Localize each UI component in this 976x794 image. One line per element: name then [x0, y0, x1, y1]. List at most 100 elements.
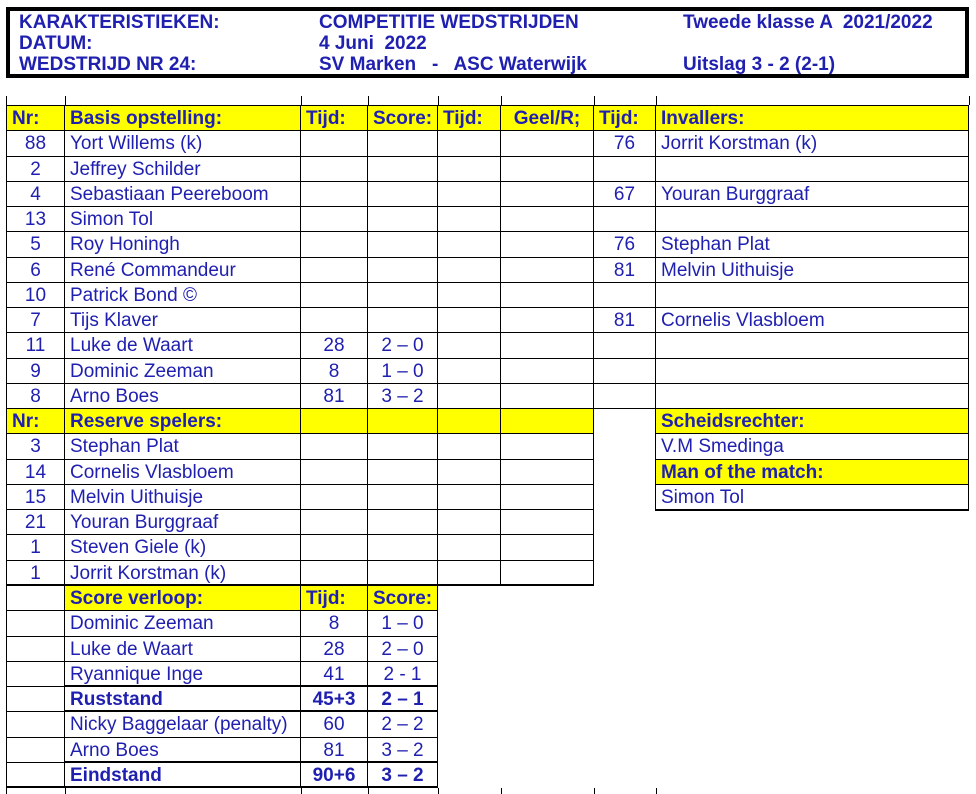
player-name: Roy Honingh — [65, 232, 301, 258]
grid-stub — [65, 788, 66, 794]
tijd2-cell — [438, 181, 501, 207]
player-number: 13 — [7, 207, 65, 233]
fulltime-time: 90+6 — [301, 762, 368, 788]
sub-name-cell — [656, 383, 969, 409]
empty-cell — [438, 560, 501, 586]
col-header-reserve-spelers: Reserve spelers: — [65, 409, 301, 435]
goal-score-cell: 2 – 2 — [368, 712, 438, 738]
empty-cell — [501, 409, 594, 435]
sub-name-cell — [656, 207, 969, 233]
scorer-name: Arno Boes — [65, 737, 301, 763]
grid-stub — [438, 788, 439, 794]
goal-time-cell: 60 — [301, 712, 368, 738]
goal-score-cell — [368, 232, 438, 258]
empty-cell — [368, 484, 438, 510]
grid-stub — [594, 788, 595, 794]
goal-time-cell: 41 — [301, 661, 368, 687]
sub-name-cell — [656, 282, 969, 308]
player-name: René Commandeur — [65, 257, 301, 283]
tijd2-cell — [438, 383, 501, 409]
fulltime-label: Eindstand — [65, 762, 301, 788]
goal-score-cell: 2 – 0 — [368, 636, 438, 662]
sub-time-cell: 81 — [594, 308, 656, 334]
goal-score-cell: 1 – 0 — [368, 358, 438, 384]
col-header-tijd3: Tijd: — [594, 106, 656, 132]
scorer-name: Nicky Baggelaar (penalty) — [65, 712, 301, 738]
header-league: Tweede klasse A 2021/2022 — [683, 12, 933, 33]
geel-cell — [501, 131, 594, 157]
empty-cell — [368, 510, 438, 536]
sub-time-cell — [594, 383, 656, 409]
goal-time-cell — [301, 181, 368, 207]
empty-cell — [7, 661, 65, 687]
empty-cell — [301, 409, 368, 435]
player-name: Arno Boes — [65, 383, 301, 409]
goal-score-cell: 1 – 0 — [368, 611, 438, 637]
player-number: 3 — [7, 434, 65, 460]
sub-time-cell — [594, 358, 656, 384]
geel-cell — [501, 257, 594, 283]
sub-time-cell — [594, 156, 656, 182]
match-header-box: KARAKTERISTIEKEN: COMPETITIE WEDSTRIJDEN… — [6, 7, 969, 78]
goal-score-cell — [368, 308, 438, 334]
sub-name-cell: Stephan Plat — [656, 232, 969, 258]
man-of-the-match-name: Simon Tol — [656, 485, 968, 510]
geel-cell — [501, 181, 594, 207]
col-header-score: Score: — [368, 586, 438, 612]
grid-stub — [368, 96, 369, 105]
player-name: Stephan Plat — [65, 434, 301, 460]
player-number: 15 — [7, 484, 65, 510]
geel-cell — [501, 282, 594, 308]
goal-time-cell — [301, 232, 368, 258]
officials-box: Scheidsrechter: V.M Smedinga Man of the … — [655, 409, 969, 511]
empty-cell — [368, 560, 438, 586]
player-name: Melvin Uithuisje — [65, 484, 301, 510]
sub-name-cell: Jorrit Korstman (k) — [656, 131, 969, 157]
goal-score-cell — [368, 282, 438, 308]
grid-stub — [656, 788, 657, 794]
reserve-spelers-table: Nr: Reserve spelers: 3 Stephan Plat 14 C… — [6, 409, 594, 586]
grid-stub — [438, 96, 439, 105]
goal-time-cell — [301, 207, 368, 233]
referee-label: Scheidsrechter: — [656, 409, 968, 435]
goal-time-cell — [301, 131, 368, 157]
halftime-time: 45+3 — [301, 687, 368, 713]
grid-stub — [594, 96, 595, 105]
goal-score-cell — [368, 207, 438, 233]
sub-time-cell: 67 — [594, 181, 656, 207]
player-number: 7 — [7, 308, 65, 334]
header-label-karakteristieken: KARAKTERISTIEKEN: — [19, 12, 220, 33]
goal-time-cell: 81 — [301, 383, 368, 409]
header-date: 4 Juni 2022 — [319, 33, 427, 54]
player-name: Patrick Bond © — [65, 282, 301, 308]
tijd2-cell — [438, 282, 501, 308]
goal-time-cell — [301, 156, 368, 182]
col-header-tijd: Tijd: — [301, 586, 368, 612]
grid-stub — [65, 96, 66, 105]
player-name: Cornelis Vlasbloem — [65, 459, 301, 485]
sub-name-cell: Youran Burggraaf — [656, 181, 969, 207]
empty-cell — [368, 459, 438, 485]
empty-cell — [501, 484, 594, 510]
scorer-name: Dominic Zeeman — [65, 611, 301, 637]
empty-cell — [7, 737, 65, 763]
goal-score-cell: 2 – 0 — [368, 333, 438, 359]
sub-time-cell: 76 — [594, 232, 656, 258]
grid-stub — [301, 96, 302, 105]
col-header-nr: Nr: — [7, 106, 65, 132]
player-number: 9 — [7, 358, 65, 384]
grid-stub — [501, 788, 502, 794]
goal-time-cell: 8 — [301, 611, 368, 637]
grid-stub — [969, 96, 970, 105]
goal-time-cell — [301, 308, 368, 334]
header-teams: SV Marken - ASC Waterwijk — [319, 54, 587, 75]
tijd2-cell — [438, 358, 501, 384]
player-name: Yort Willems (k) — [65, 131, 301, 157]
sub-name-cell — [656, 358, 969, 384]
header-result: Uitslag 3 - 2 (2-1) — [683, 54, 836, 75]
sub-name-cell: Melvin Uithuisje — [656, 257, 969, 283]
grid-stub — [6, 96, 7, 105]
goal-time-cell: 28 — [301, 636, 368, 662]
empty-cell — [438, 409, 501, 435]
